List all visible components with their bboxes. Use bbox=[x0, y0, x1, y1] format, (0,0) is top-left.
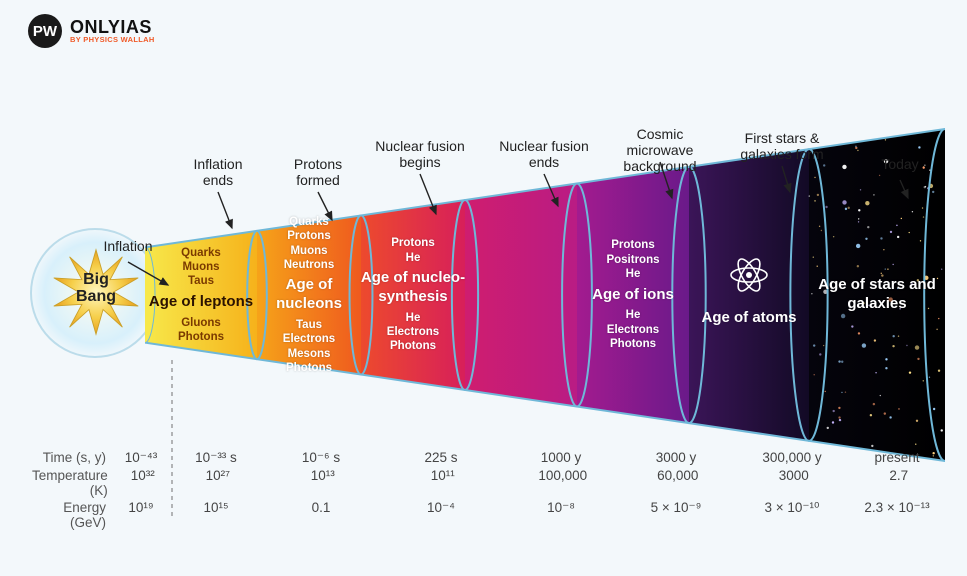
callout-3: Nuclear fusionbegins bbox=[370, 138, 470, 170]
segment-5-text: Age of stars and galaxies bbox=[803, 147, 951, 443]
axis-cell: 10⁻⁴³ bbox=[112, 450, 170, 466]
brand-logo: PW ONLYIAS BY PHYSICS WALLAH bbox=[28, 14, 155, 48]
axis-row-0: Time (s, y)10⁻⁴³10⁻³³ s10⁻⁶ s225 s1000 y… bbox=[32, 450, 942, 466]
axis-cell: 60,000 bbox=[622, 468, 734, 483]
segment-1-text: QuarksProtonsMuonsNeutronsAge of nucleon… bbox=[251, 231, 367, 359]
axis-row-label: Time (s, y) bbox=[32, 450, 112, 465]
callout-6: First stars &galaxies form bbox=[732, 130, 832, 162]
diagram-stage: Big Bang QuarksMuonsTausAge of leptonsGl… bbox=[0, 70, 967, 550]
axis-cell: 10¹⁹ bbox=[112, 500, 170, 516]
bigbang-label: Big Bang bbox=[62, 272, 130, 306]
axis-cell: 10³² bbox=[114, 468, 172, 483]
axis-cell: 10¹³ bbox=[264, 468, 382, 483]
axis-cell: 10⁻⁸ bbox=[502, 500, 620, 516]
callout-4: Nuclear fusionends bbox=[494, 138, 594, 170]
segment-0-text: QuarksMuonsTausAge of leptonsGluonsPhoto… bbox=[139, 247, 263, 343]
callout-5: Cosmic microwavebackground bbox=[610, 126, 710, 174]
axis-cell: 3 × 10⁻¹⁰ bbox=[732, 500, 852, 516]
axis-cell: 10¹⁵ bbox=[170, 500, 262, 516]
axis-cell: 10²⁷ bbox=[172, 468, 264, 483]
brand-text: ONLYIAS BY PHYSICS WALLAH bbox=[70, 18, 155, 44]
axis-cell: 3000 bbox=[734, 468, 854, 483]
axis-cell: 1000 y bbox=[502, 450, 620, 466]
atom-icon bbox=[727, 253, 771, 302]
axis-cell: 10¹¹ bbox=[382, 468, 504, 483]
axis-cell: 300,000 y bbox=[732, 450, 852, 466]
axis-row-label: Temperature (K) bbox=[32, 468, 114, 498]
axis-row-1: Temperature (K)10³²10²⁷10¹³10¹¹100,00060… bbox=[32, 468, 942, 498]
axis-cell: 10⁻³³ s bbox=[170, 450, 262, 466]
axis-cell: 5 × 10⁻⁹ bbox=[620, 500, 732, 516]
callout-1: Inflationends bbox=[168, 156, 268, 188]
axis-cell: 2.3 × 10⁻¹³ bbox=[852, 500, 942, 516]
axis-cell: 225 s bbox=[380, 450, 502, 466]
axis-cell: 2.7 bbox=[854, 468, 944, 483]
brand-name: ONLYIAS bbox=[70, 18, 155, 36]
callout-2: Protonsformed bbox=[268, 156, 368, 188]
segment-2-text: ProtonsHeAge of nucleo-synthesisHeElectr… bbox=[355, 216, 471, 375]
axis-cell: 100,000 bbox=[504, 468, 622, 483]
callout-7: Today bbox=[850, 156, 950, 172]
axis-row-2: Energy (GeV)10¹⁹10¹⁵0.110⁻⁴10⁻⁸5 × 10⁻⁹3… bbox=[32, 500, 942, 530]
axis-row-label: Energy (GeV) bbox=[32, 500, 112, 530]
axis-cell: 0.1 bbox=[262, 500, 380, 516]
callout-0: Inflation bbox=[78, 238, 178, 254]
axis-cell: 10⁻⁴ bbox=[380, 500, 502, 516]
axis-cell: 3000 y bbox=[620, 450, 732, 466]
axis-cell: present bbox=[852, 450, 942, 466]
brand-tagline: BY PHYSICS WALLAH bbox=[70, 36, 155, 44]
axis-table: Time (s, y)10⁻⁴³10⁻³³ s10⁻⁶ s225 s1000 y… bbox=[32, 448, 942, 530]
segment-3-text: ProtonsPositronsHeAge of ionsHeElectrons… bbox=[571, 183, 695, 407]
brand-badge: PW bbox=[28, 14, 62, 48]
axis-cell: 10⁻⁶ s bbox=[262, 450, 380, 466]
